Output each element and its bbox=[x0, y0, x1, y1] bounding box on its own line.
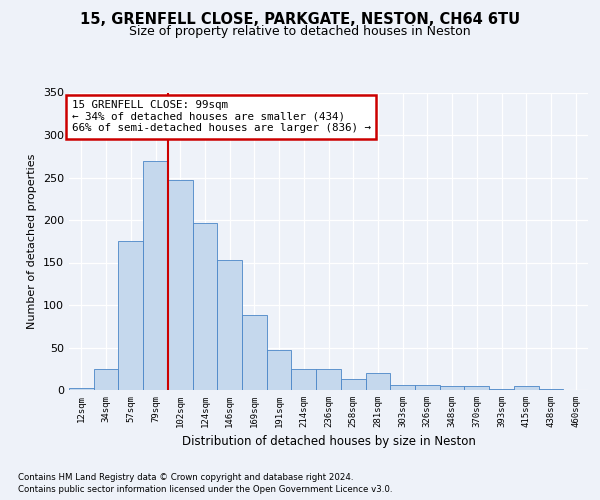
Bar bbox=[94, 369, 118, 390]
Bar bbox=[193, 222, 217, 390]
Bar bbox=[365, 373, 390, 390]
Bar bbox=[118, 242, 143, 390]
Bar bbox=[415, 385, 440, 390]
Bar bbox=[390, 385, 415, 390]
Bar bbox=[440, 386, 464, 390]
Text: 15, GRENFELL CLOSE, PARKGATE, NESTON, CH64 6TU: 15, GRENFELL CLOSE, PARKGATE, NESTON, CH… bbox=[80, 12, 520, 28]
Text: Contains HM Land Registry data © Crown copyright and database right 2024.: Contains HM Land Registry data © Crown c… bbox=[18, 472, 353, 482]
Bar bbox=[69, 388, 94, 390]
Text: 15 GRENFELL CLOSE: 99sqm
← 34% of detached houses are smaller (434)
66% of semi-: 15 GRENFELL CLOSE: 99sqm ← 34% of detach… bbox=[71, 100, 371, 133]
Bar bbox=[217, 260, 242, 390]
Bar bbox=[292, 369, 316, 390]
Bar bbox=[341, 379, 365, 390]
Bar bbox=[168, 180, 193, 390]
Bar bbox=[267, 350, 292, 390]
Bar bbox=[514, 386, 539, 390]
Y-axis label: Number of detached properties: Number of detached properties bbox=[28, 154, 37, 329]
Bar bbox=[489, 389, 514, 390]
Bar bbox=[242, 315, 267, 390]
Text: Size of property relative to detached houses in Neston: Size of property relative to detached ho… bbox=[129, 25, 471, 38]
Bar bbox=[143, 160, 168, 390]
Bar bbox=[316, 369, 341, 390]
Bar bbox=[464, 386, 489, 390]
Bar bbox=[539, 389, 563, 390]
X-axis label: Distribution of detached houses by size in Neston: Distribution of detached houses by size … bbox=[182, 436, 475, 448]
Text: Contains public sector information licensed under the Open Government Licence v3: Contains public sector information licen… bbox=[18, 485, 392, 494]
